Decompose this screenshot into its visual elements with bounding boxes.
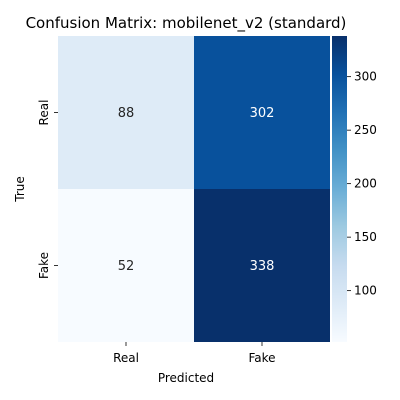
colorbar-tick-label: 200 — [354, 177, 377, 191]
x-tick-label: Real — [113, 351, 139, 365]
colorbar-tick-label: 250 — [354, 123, 377, 137]
cell-value-label: 302 — [250, 106, 275, 121]
y-axis-ticks: Real Fake — [37, 100, 58, 279]
heatmap-cell — [58, 36, 194, 189]
chart-title: Confusion Matrix: mobilenet_v2 (standard… — [26, 14, 347, 33]
colorbar-tick-label: 150 — [354, 230, 377, 244]
colorbar-tick-label: 100 — [354, 284, 377, 298]
cell-value-label: 338 — [250, 259, 275, 274]
heatmap-cell — [194, 36, 330, 189]
heatmap-cells: 88 302 52 338 — [58, 36, 330, 342]
colorbar — [332, 36, 347, 342]
x-axis-label: Predicted — [158, 371, 214, 385]
cell-value-label: 52 — [118, 259, 135, 274]
heatmap-cell — [194, 189, 330, 342]
colorbar-tick-label: 300 — [354, 70, 377, 84]
heatmap-cell — [58, 189, 194, 342]
y-axis-label: True — [13, 176, 27, 203]
x-axis-ticks: Real Fake — [113, 342, 276, 365]
x-tick-label: Fake — [248, 351, 275, 365]
cell-value-label: 88 — [118, 106, 135, 121]
y-tick-label: Fake — [37, 252, 51, 279]
y-tick-label: Real — [37, 100, 51, 126]
colorbar-ticks: 100 150 200 250 300 — [347, 70, 377, 298]
